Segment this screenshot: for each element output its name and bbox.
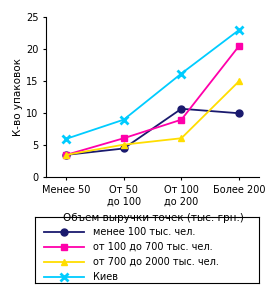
- Text: менее 100 тыс. чел.: менее 100 тыс. чел.: [93, 227, 196, 237]
- менее 100 тыс. чел.: [65, 153, 68, 157]
- от 700 до 2000 тыс. чел.: [180, 136, 183, 140]
- Line: от 100 до 700 тыс. чел.: от 100 до 700 тыс. чел.: [63, 43, 242, 158]
- от 100 до 700 тыс. чел.: [237, 44, 241, 48]
- Киев: [237, 28, 241, 32]
- Text: Объем выручки точек (тыс. грн.): Объем выручки точек (тыс. грн.): [63, 213, 244, 223]
- Text: от 700 до 2000 тыс. чел.: от 700 до 2000 тыс. чел.: [93, 257, 219, 267]
- менее 100 тыс. чел.: [237, 112, 241, 115]
- от 100 до 700 тыс. чел.: [65, 153, 68, 157]
- Y-axis label: К-во упаковок: К-во упаковок: [13, 58, 23, 136]
- от 700 до 2000 тыс. чел.: [122, 143, 125, 146]
- Text: Киев: Киев: [93, 272, 118, 281]
- менее 100 тыс. чел.: [180, 107, 183, 110]
- от 100 до 700 тыс. чел.: [180, 118, 183, 121]
- от 700 до 2000 тыс. чел.: [237, 80, 241, 83]
- от 100 до 700 тыс. чел.: [122, 136, 125, 140]
- Line: менее 100 тыс. чел.: менее 100 тыс. чел.: [63, 105, 242, 158]
- Line: от 700 до 2000 тыс. чел.: от 700 до 2000 тыс. чел.: [63, 78, 242, 158]
- Киев: [65, 137, 68, 141]
- Text: от 100 до 700 тыс. чел.: от 100 до 700 тыс. чел.: [93, 242, 213, 252]
- Киев: [180, 72, 183, 75]
- от 700 до 2000 тыс. чел.: [65, 153, 68, 157]
- Киев: [122, 118, 125, 121]
- менее 100 тыс. чел.: [122, 147, 125, 150]
- Line: Киев: Киев: [62, 26, 243, 143]
